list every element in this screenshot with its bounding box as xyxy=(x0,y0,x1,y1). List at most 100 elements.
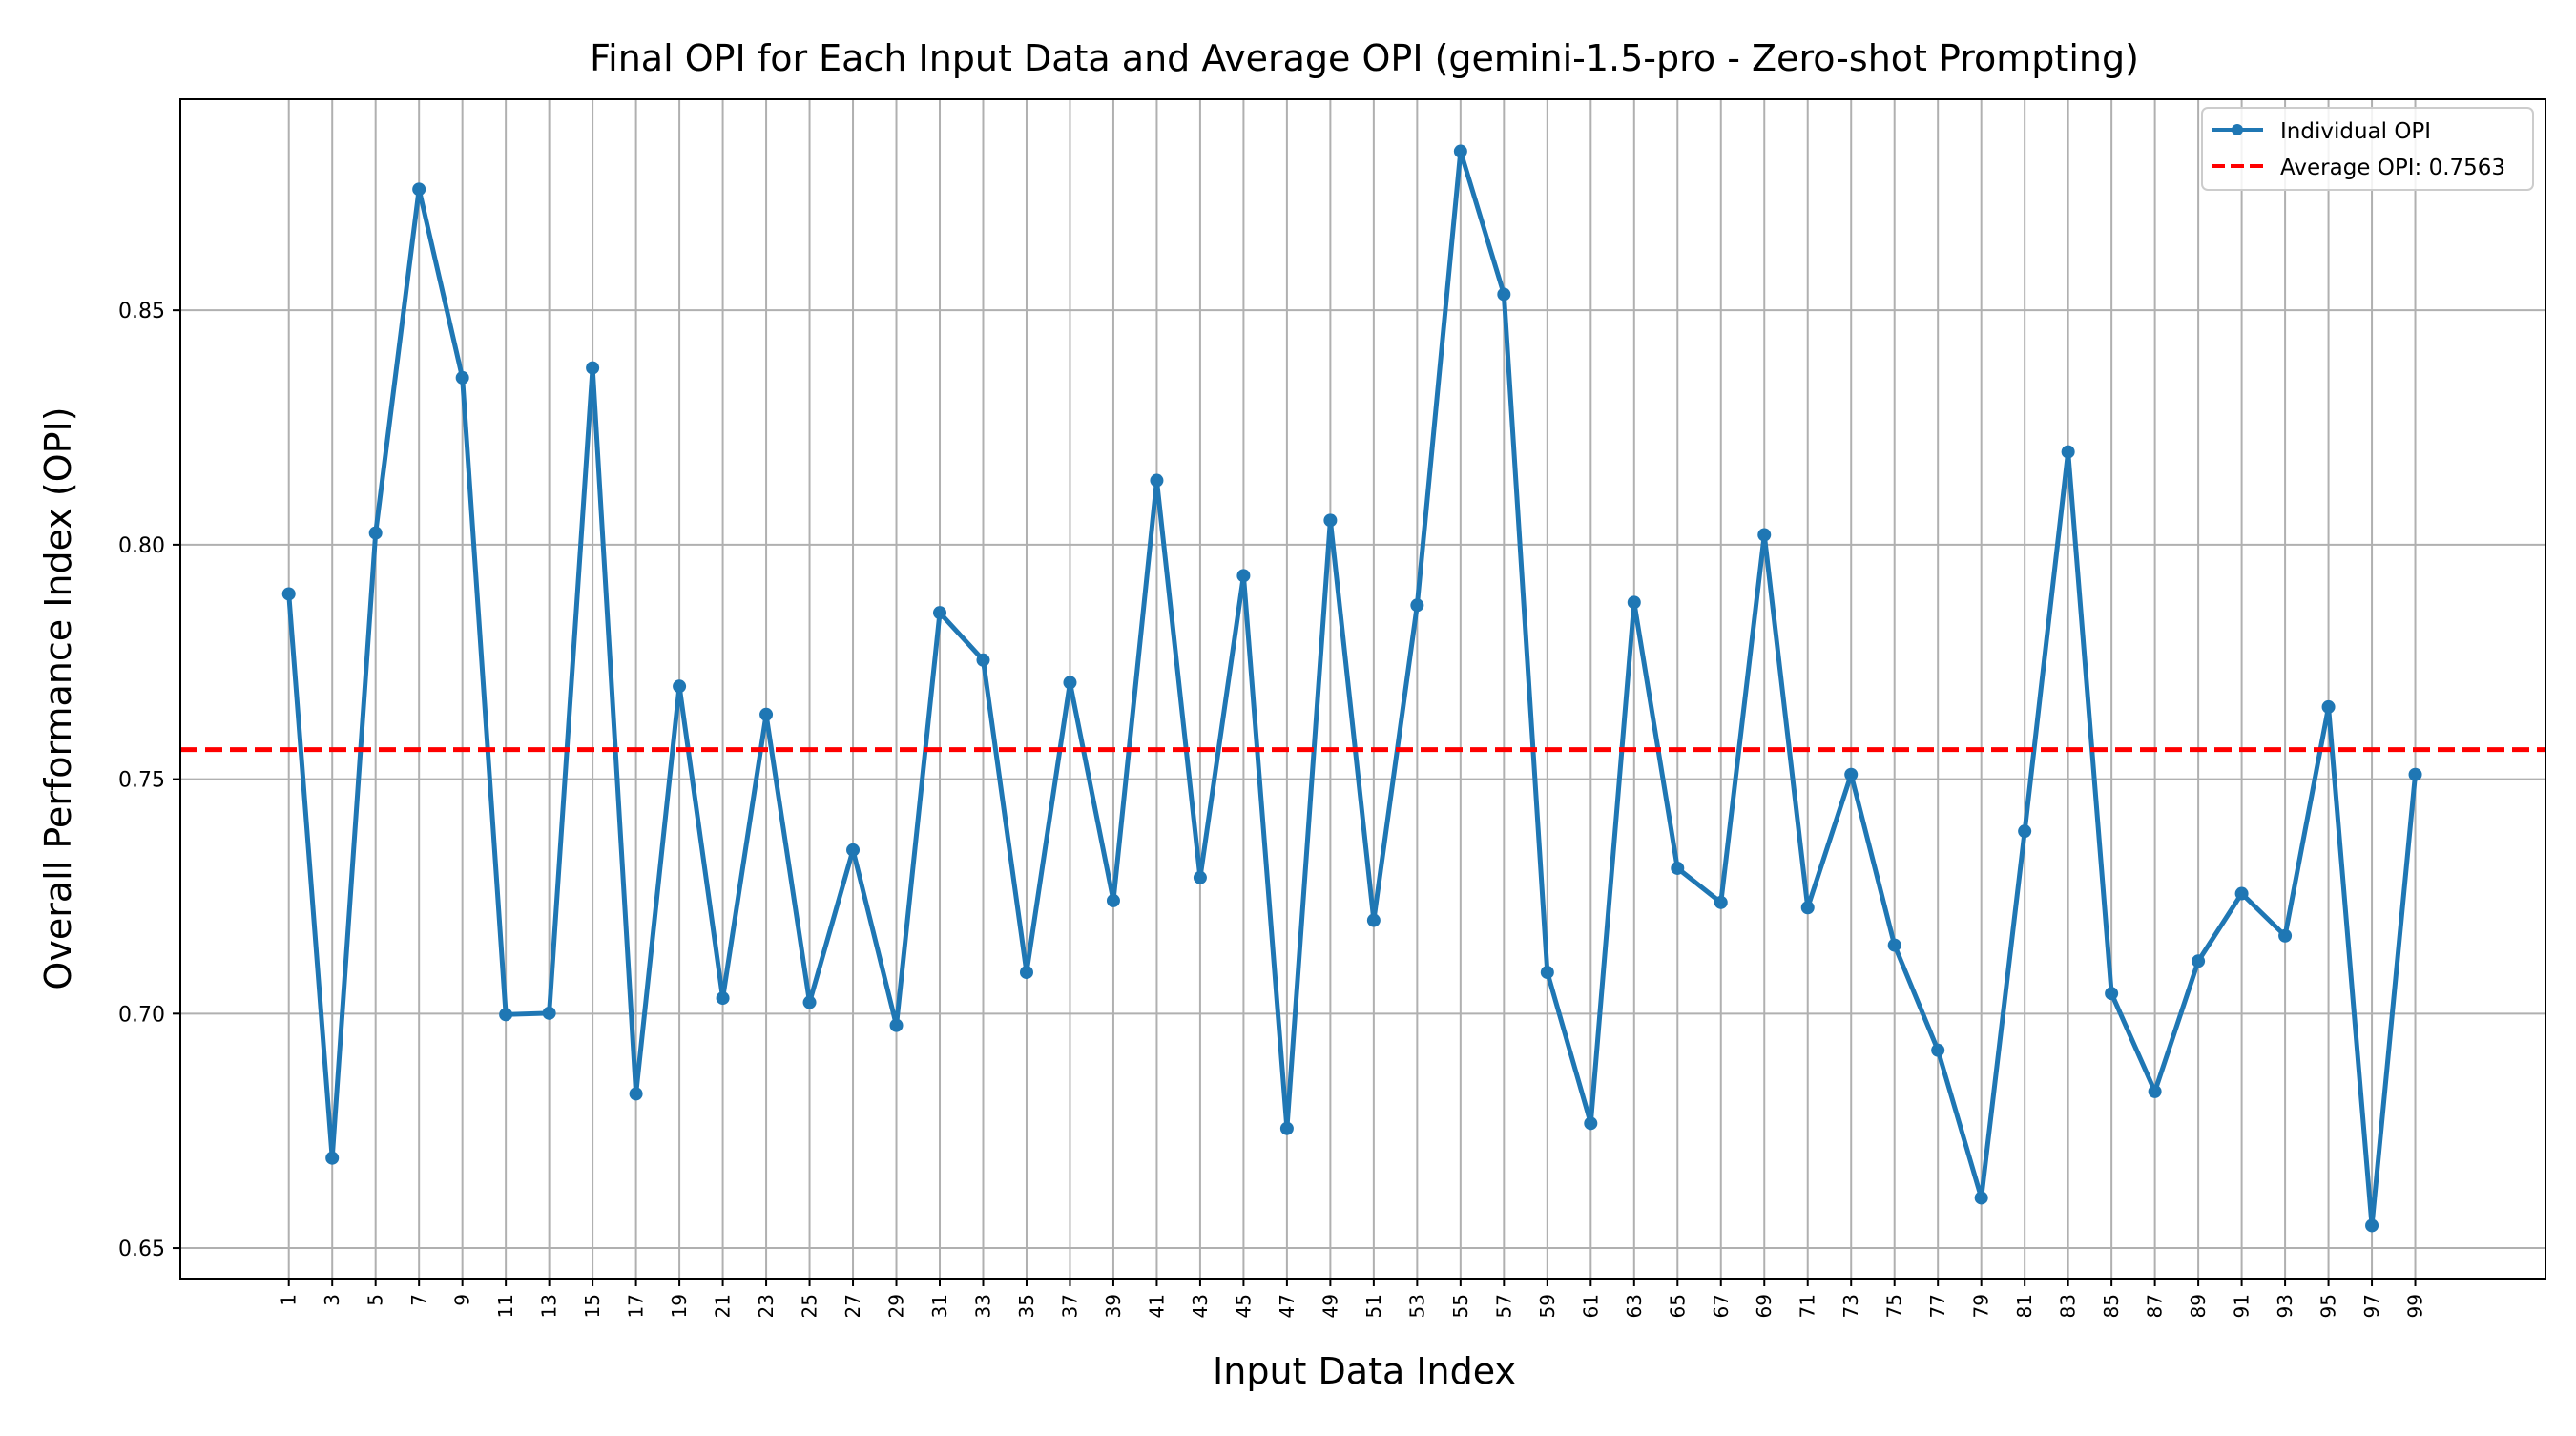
x-tick-label: 13 xyxy=(538,1294,561,1318)
individual-opi-point xyxy=(1887,938,1901,952)
individual-opi-point xyxy=(455,370,469,385)
x-tick-label: 95 xyxy=(2317,1294,2340,1318)
y-tick-label: 0.75 xyxy=(118,769,165,793)
individual-opi-point xyxy=(281,587,296,601)
individual-opi-point xyxy=(802,995,817,1009)
individual-opi-point xyxy=(1193,870,1207,884)
individual-opi-point xyxy=(2278,928,2293,943)
plot-frame xyxy=(179,98,2546,1280)
x-tick-label: 1 xyxy=(278,1294,301,1306)
x-tick-label: 73 xyxy=(1839,1294,1862,1318)
individual-opi-point xyxy=(1800,901,1815,915)
legend: Individual OPI Average OPI: 0.7563 xyxy=(2201,107,2534,191)
x-tick-label: 57 xyxy=(1492,1294,1515,1318)
individual-opi-point xyxy=(499,1008,513,1022)
individual-opi-point xyxy=(1584,1116,1598,1131)
individual-opi-point xyxy=(2192,954,2206,968)
x-tick-label: 7 xyxy=(407,1294,430,1306)
tick-layer: 1 3 5 7 9 11 13 15 17 19 21 23 25 27 29 31 33 35 37 39 41 43 4… xyxy=(118,300,2427,1318)
individual-opi-point xyxy=(1931,1043,1945,1057)
individual-opi-point xyxy=(976,653,990,667)
individual-opi-point xyxy=(2365,1218,2379,1233)
x-tick-label: 81 xyxy=(2013,1294,2036,1318)
grid-layer xyxy=(180,99,2545,1279)
x-tick-label: 21 xyxy=(712,1294,735,1318)
individual-opi-point xyxy=(1019,966,1033,980)
x-tick-label: 87 xyxy=(2144,1294,2167,1318)
individual-opi-point xyxy=(1366,913,1381,927)
individual-opi-point xyxy=(1671,861,1685,875)
individual-opi-point xyxy=(2408,767,2422,781)
y-tick-label: 0.85 xyxy=(118,300,165,323)
x-tick-label: 3 xyxy=(321,1294,343,1306)
x-tick-label: 99 xyxy=(2404,1294,2427,1318)
individual-opi-point xyxy=(1497,287,1511,302)
x-tick-label: 77 xyxy=(1926,1294,1949,1318)
individual-opi-point xyxy=(1453,144,1467,158)
x-tick-label: 89 xyxy=(2187,1294,2210,1318)
x-tick-label: 97 xyxy=(2360,1294,2383,1318)
series-layer xyxy=(180,144,2545,1233)
individual-opi-point xyxy=(889,1018,904,1032)
individual-opi-point xyxy=(759,707,774,721)
individual-opi-point xyxy=(2234,886,2249,901)
x-tick-label: 11 xyxy=(494,1294,517,1318)
x-tick-label: 45 xyxy=(1232,1294,1255,1318)
x-tick-label: 15 xyxy=(581,1294,604,1318)
x-tick-label: 75 xyxy=(1883,1294,1906,1318)
legend-box xyxy=(2201,107,2534,191)
individual-opi-point xyxy=(1974,1191,1988,1205)
x-tick-label: 83 xyxy=(2057,1294,2080,1318)
individual-opi-point xyxy=(933,606,947,620)
individual-opi-point xyxy=(716,991,730,1006)
x-tick-label: 91 xyxy=(2231,1294,2254,1318)
individual-opi-point xyxy=(2105,987,2119,1001)
individual-opi-point xyxy=(1844,767,1859,781)
x-tick-label: 61 xyxy=(1579,1294,1602,1318)
individual-opi-point xyxy=(2018,824,2032,839)
individual-opi-point xyxy=(673,679,687,694)
x-tick-label: 85 xyxy=(2100,1294,2123,1318)
y-axis-label: Overall Performance Index (OPI) xyxy=(37,406,79,989)
x-tick-label: 53 xyxy=(1405,1294,1428,1318)
individual-opi-point xyxy=(2321,699,2336,714)
individual-opi-point xyxy=(1063,676,1077,690)
x-tick-label: 33 xyxy=(971,1294,994,1318)
individual-opi-point xyxy=(1323,513,1338,528)
x-tick-label: 31 xyxy=(928,1294,951,1318)
x-tick-label: 5 xyxy=(364,1294,387,1306)
x-tick-label: 19 xyxy=(668,1294,691,1318)
chart-title: Final OPI for Each Input Data and Averag… xyxy=(590,37,2139,79)
x-tick-label: 9 xyxy=(451,1294,474,1306)
individual-opi-point xyxy=(846,843,861,857)
individual-opi-point xyxy=(629,1087,643,1101)
individual-opi-point xyxy=(1279,1121,1294,1135)
x-tick-label: 79 xyxy=(1970,1294,1993,1318)
x-tick-label: 71 xyxy=(1797,1294,1819,1318)
individual-opi-point xyxy=(1714,895,1728,909)
x-tick-label: 55 xyxy=(1449,1294,1472,1318)
individual-opi-point xyxy=(2148,1084,2162,1098)
individual-opi-point xyxy=(542,1006,556,1020)
individual-opi-point xyxy=(1540,966,1554,980)
x-tick-label: 67 xyxy=(1710,1294,1733,1318)
x-tick-label: 93 xyxy=(2274,1294,2296,1318)
individual-opi-point xyxy=(1757,528,1772,542)
y-tick-label: 0.65 xyxy=(118,1238,165,1261)
x-tick-label: 39 xyxy=(1102,1294,1125,1318)
x-tick-label: 35 xyxy=(1015,1294,1038,1318)
x-tick-label: 47 xyxy=(1276,1294,1298,1318)
individual-opi-point xyxy=(368,526,383,540)
x-tick-label: 69 xyxy=(1753,1294,1776,1318)
x-axis-label: Input Data Index xyxy=(1213,1350,1516,1392)
individual-opi-point xyxy=(1627,595,1641,610)
individual-opi-point xyxy=(586,361,600,375)
x-tick-label: 41 xyxy=(1145,1294,1168,1318)
x-tick-label: 63 xyxy=(1623,1294,1646,1318)
x-tick-label: 37 xyxy=(1058,1294,1081,1318)
legend-label-average: Average OPI: 0.7563 xyxy=(2280,156,2505,180)
x-tick-label: 23 xyxy=(755,1294,778,1318)
individual-opi-point xyxy=(1150,473,1164,488)
